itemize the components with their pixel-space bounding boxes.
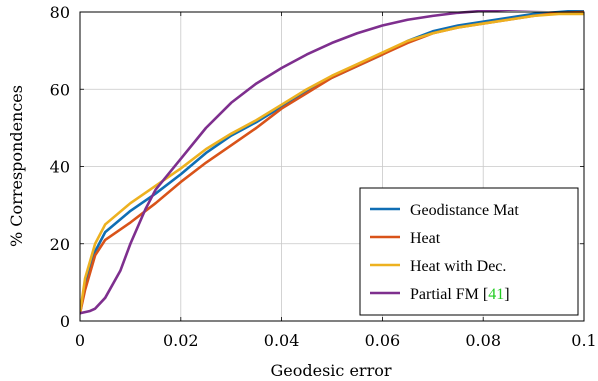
y-tick-label: 20 [50, 235, 70, 254]
y-tick-label: 40 [50, 158, 70, 177]
legend-entry: Heat with Dec. [410, 258, 506, 275]
legend-entry: Partial FM [41] [410, 286, 510, 303]
x-tick-label: 0.1 [571, 331, 596, 350]
x-tick-label: 0.04 [264, 331, 300, 350]
y-tick-label: 0 [60, 312, 70, 331]
legend-entry: Geodistance Mat [410, 202, 519, 219]
series-layer [80, 10, 584, 315]
series-line-3 [80, 12, 584, 315]
y-axis-label: % Correspondences [7, 85, 26, 247]
series-line-1 [80, 10, 584, 315]
axes [79, 11, 585, 322]
y-tick-label: 60 [50, 80, 70, 99]
x-tick-label: 0 [75, 331, 85, 350]
series-line-4 [80, 10, 548, 315]
plot-frame [79, 11, 585, 322]
y-tick-labels: 0 20 40 60 80 [50, 3, 70, 331]
x-tick-label: 0.08 [465, 331, 501, 350]
x-tick-label: 0.02 [163, 331, 199, 350]
x-tick-labels: 0 0.02 0.04 0.06 0.08 0.1 [75, 331, 597, 350]
x-axis-label: Geodesic error [270, 361, 391, 380]
legend-entry: Heat [410, 230, 441, 247]
legend: Geodistance Mat Heat Heat with Dec. Partial… [359, 187, 579, 316]
x-tick-label: 0.06 [365, 331, 401, 350]
y-tick-label: 80 [50, 3, 70, 22]
